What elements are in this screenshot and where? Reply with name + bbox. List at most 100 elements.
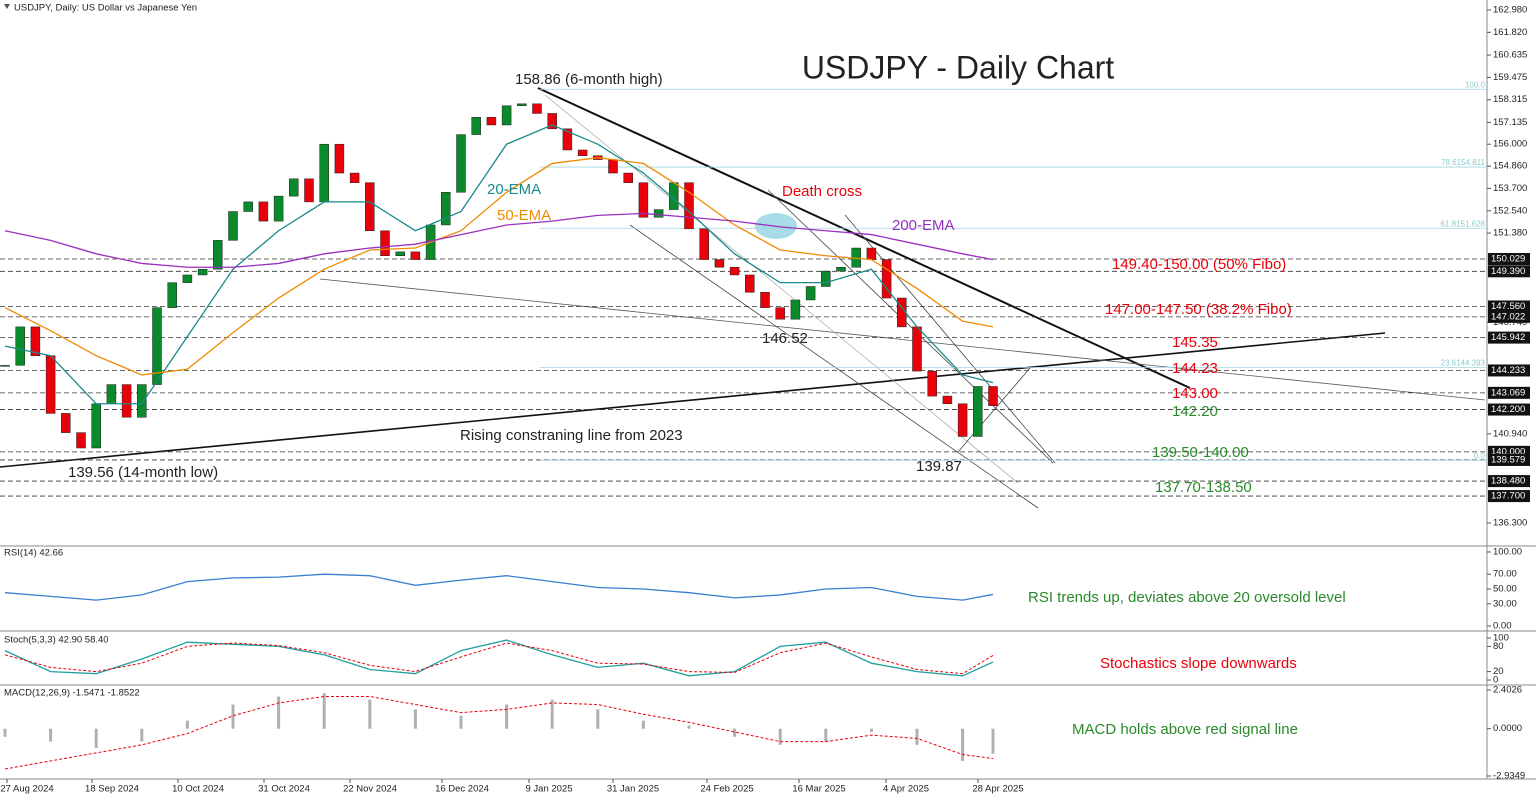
candle-body (623, 172, 633, 183)
candle-body (121, 384, 132, 418)
candle-body (91, 403, 101, 449)
candle-body (289, 178, 299, 197)
y-tick-label: 50.00 (1493, 584, 1517, 595)
candle-body (76, 432, 86, 449)
annotation: 149.40-150.00 (50% Fibo) (1112, 256, 1286, 273)
macd-bar (733, 728, 737, 737)
level-box (1488, 265, 1530, 278)
macd-bar (961, 728, 965, 761)
candle-body (380, 230, 390, 256)
level-box (1488, 364, 1530, 377)
y-tick-label: 161.820 (1493, 27, 1527, 38)
annotation: 145.35 (1172, 334, 1218, 351)
x-tick-label: 31 Oct 2024 (258, 784, 310, 795)
macd-bar (991, 728, 995, 754)
legend-label: 50-EMA (497, 207, 551, 224)
candle-body (501, 105, 512, 126)
candle-body (942, 395, 953, 405)
candle-body (577, 149, 588, 156)
macd-bar (550, 699, 554, 729)
candle-body (61, 413, 71, 433)
level-label: 138.480 (1491, 476, 1525, 487)
candle-body (881, 259, 892, 299)
macd-bar (824, 728, 828, 742)
candle-body (714, 259, 725, 268)
y-tick-label: 154.860 (1493, 161, 1527, 172)
candle-body (410, 251, 421, 260)
panel-frames (0, 0, 1536, 780)
y-tick-label: 80 (1493, 641, 1504, 652)
x-tick-label: 27 Aug 2024 (0, 784, 53, 795)
level-label: 147.022 (1491, 311, 1525, 322)
y-tick-label: 162.980 (1493, 5, 1527, 16)
candle-body (957, 403, 968, 437)
level-box (1488, 386, 1530, 399)
candle-body (729, 267, 740, 276)
y-tick-label: 153.700 (1493, 183, 1527, 194)
candle-body (106, 384, 117, 405)
chart-header: USDJPY, Daily: US Dollar vs Japanese Yen (14, 3, 197, 14)
y-tick-label: 151.380 (1493, 228, 1527, 239)
level-label: 140.000 (1491, 446, 1525, 457)
annotation: MACD holds above red signal line (1072, 721, 1298, 738)
y-tick-label: 100 (1493, 633, 1509, 644)
candle-body (319, 143, 329, 203)
x-tick-label: 22 Nov 2024 (343, 784, 397, 795)
candle-body (912, 326, 922, 372)
y-tick-label: 158.315 (1493, 94, 1527, 105)
candle-body (790, 299, 801, 320)
macd-bar (459, 715, 463, 729)
level-label: 147.560 (1491, 301, 1525, 312)
candle-body (471, 117, 481, 135)
macd-bar (368, 699, 372, 729)
candle-body (395, 251, 405, 256)
annotation: 147.00-147.50 (38.2% Fibo) (1105, 301, 1292, 318)
fibo-label: 23.6144.393 (1441, 358, 1486, 367)
series-line (4, 695, 994, 770)
candle-body (167, 282, 177, 308)
macd-bar (277, 696, 281, 729)
macd-bar (778, 728, 782, 745)
macd-bar (49, 728, 53, 742)
candle-body (745, 274, 755, 293)
y-tick-label: 140.940 (1493, 428, 1527, 439)
macd-bar (3, 728, 7, 737)
annotation: 146.52 (762, 330, 808, 347)
annotation: 143.00 (1172, 385, 1218, 402)
candle-body (228, 211, 238, 241)
trendlines (0, 87, 1486, 509)
y-tick-label: 159.475 (1493, 72, 1527, 83)
candle-body (517, 103, 527, 107)
candle-body (866, 247, 877, 260)
candle-body (456, 134, 466, 193)
level-box (1488, 331, 1530, 344)
level-label: 143.069 (1491, 387, 1525, 398)
candle-body (486, 117, 497, 126)
candle-body (182, 274, 193, 283)
candle-body (258, 201, 269, 222)
candle-body (0, 365, 10, 367)
level-label: 142.200 (1491, 404, 1525, 415)
x-tick-label: 9 Jan 2025 (525, 784, 572, 795)
level-label: 145.942 (1491, 332, 1525, 343)
y-tick-label: 100.00 (1493, 547, 1522, 558)
candle-body (30, 326, 41, 356)
candle-body (821, 270, 831, 287)
candle-body (562, 128, 573, 151)
level-label: 144.233 (1491, 365, 1525, 376)
level-label: 139.579 (1491, 454, 1525, 465)
macd-bar (94, 728, 98, 749)
panel-title: RSI(14) 42.66 (4, 548, 63, 559)
candle-body (927, 370, 937, 397)
x-tick-label: 4 Apr 2025 (883, 784, 929, 795)
candle-body (213, 240, 223, 270)
candle-body (304, 178, 314, 203)
y-tick-label: 136.300 (1493, 518, 1527, 529)
annotation: 158.86 (6-month high) (515, 71, 663, 88)
annotation: 142.20 (1172, 403, 1218, 420)
y-tick-label: 20 (1493, 666, 1504, 677)
candle-body (441, 192, 451, 226)
legend-label: 200-EMA (892, 217, 955, 234)
x-tick-label: 16 Dec 2024 (435, 784, 489, 795)
